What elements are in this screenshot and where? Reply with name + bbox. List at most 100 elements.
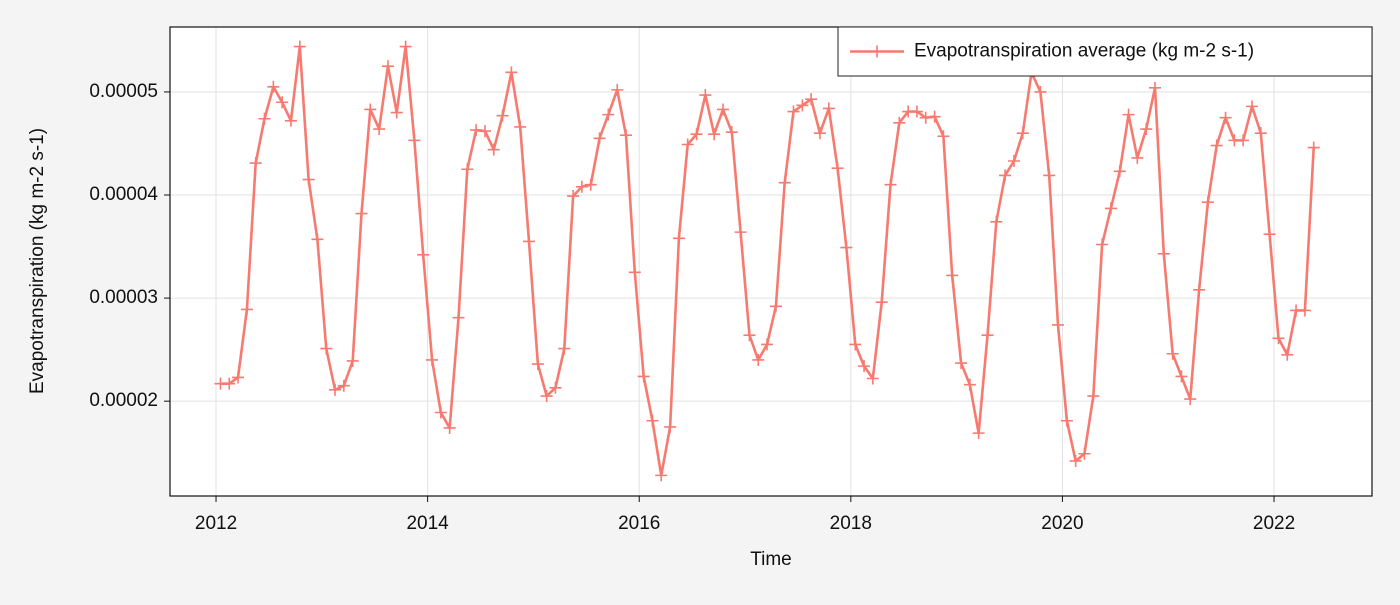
- marker: [743, 329, 756, 342]
- marker: [946, 269, 959, 282]
- marker: [584, 178, 597, 191]
- marker: [1122, 108, 1135, 121]
- marker: [1201, 196, 1214, 209]
- marker: [408, 134, 421, 147]
- marker: [232, 371, 245, 384]
- marker: [981, 329, 994, 342]
- x-axis-label: Time: [750, 549, 792, 570]
- marker: [311, 233, 324, 246]
- marker: [787, 105, 800, 118]
- x-tick-label: 2014: [406, 513, 449, 534]
- marker: [999, 169, 1012, 182]
- marker: [1087, 390, 1100, 403]
- marker: [223, 377, 236, 390]
- marker: [928, 110, 941, 123]
- marker: [796, 99, 809, 112]
- marker: [602, 108, 615, 121]
- marker: [1113, 165, 1126, 178]
- marker: [1051, 318, 1064, 331]
- marker: [240, 303, 253, 316]
- marker: [575, 180, 588, 193]
- x-tick-label: 2012: [195, 513, 237, 534]
- x-tick-label: 2022: [1253, 513, 1295, 534]
- marker: [919, 111, 932, 124]
- marker: [681, 138, 694, 151]
- marker: [611, 83, 624, 96]
- marker: [637, 370, 650, 383]
- marker: [478, 125, 491, 138]
- marker: [505, 66, 518, 79]
- marker: [1246, 100, 1259, 113]
- y-tick-label: 0.00002: [89, 390, 158, 411]
- marker: [955, 357, 968, 370]
- marker: [1043, 169, 1056, 182]
- marker: [487, 143, 500, 156]
- marker: [1007, 155, 1020, 167]
- marker: [346, 354, 359, 367]
- marker: [778, 176, 791, 189]
- marker: [276, 96, 289, 109]
- marker: [284, 114, 297, 127]
- marker: [708, 128, 721, 141]
- marker: [858, 360, 871, 373]
- marker: [434, 406, 447, 419]
- legend-marker: [871, 45, 883, 58]
- marker: [822, 102, 835, 115]
- marker: [725, 126, 738, 139]
- marker: [884, 178, 897, 191]
- marker: [1254, 127, 1267, 140]
- marker: [567, 190, 580, 203]
- marker: [963, 378, 976, 391]
- marker: [1272, 332, 1285, 345]
- marker: [875, 296, 888, 309]
- marker: [1016, 127, 1029, 140]
- marker: [1184, 393, 1197, 406]
- marker: [443, 421, 456, 434]
- marker: [1060, 414, 1073, 427]
- marker: [805, 93, 818, 106]
- marker: [531, 358, 544, 371]
- marker: [329, 383, 342, 396]
- marker: [293, 40, 306, 53]
- marker: [655, 469, 668, 482]
- marker: [417, 248, 430, 261]
- marker: [699, 89, 712, 102]
- marker: [1175, 370, 1188, 383]
- y-axis-label: Evapotranspiration (kg m-2 s-1): [27, 128, 48, 394]
- marker: [910, 105, 923, 118]
- marker: [972, 427, 985, 440]
- marker: [249, 157, 262, 170]
- marker: [1263, 228, 1276, 241]
- plot-area: [170, 27, 1372, 496]
- legend-label: Evapotranspiration average (kg m-2 s-1): [914, 41, 1254, 62]
- marker: [752, 353, 765, 366]
- marker: [1193, 283, 1206, 296]
- marker: [813, 127, 826, 140]
- marker: [514, 120, 527, 133]
- marker: [717, 103, 730, 116]
- marker: [628, 266, 641, 279]
- marker: [558, 342, 571, 355]
- marker: [734, 226, 747, 239]
- marker: [337, 379, 350, 392]
- marker: [831, 162, 844, 175]
- marker: [672, 232, 685, 245]
- marker: [1210, 139, 1223, 152]
- x-tick-label: 2016: [618, 513, 660, 534]
- marker: [1219, 111, 1232, 124]
- marker: [1034, 85, 1047, 98]
- marker: [937, 130, 950, 143]
- marker: [426, 353, 439, 366]
- marker: [320, 342, 333, 355]
- marker: [1140, 123, 1153, 136]
- x-tick-label: 2020: [1041, 513, 1083, 534]
- marker: [540, 390, 553, 403]
- marker: [452, 311, 465, 324]
- y-tick-label: 0.00004: [89, 184, 158, 205]
- marker: [1298, 304, 1311, 317]
- marker: [593, 132, 606, 145]
- legend-box: [837, 26, 1373, 77]
- marker: [1166, 347, 1179, 360]
